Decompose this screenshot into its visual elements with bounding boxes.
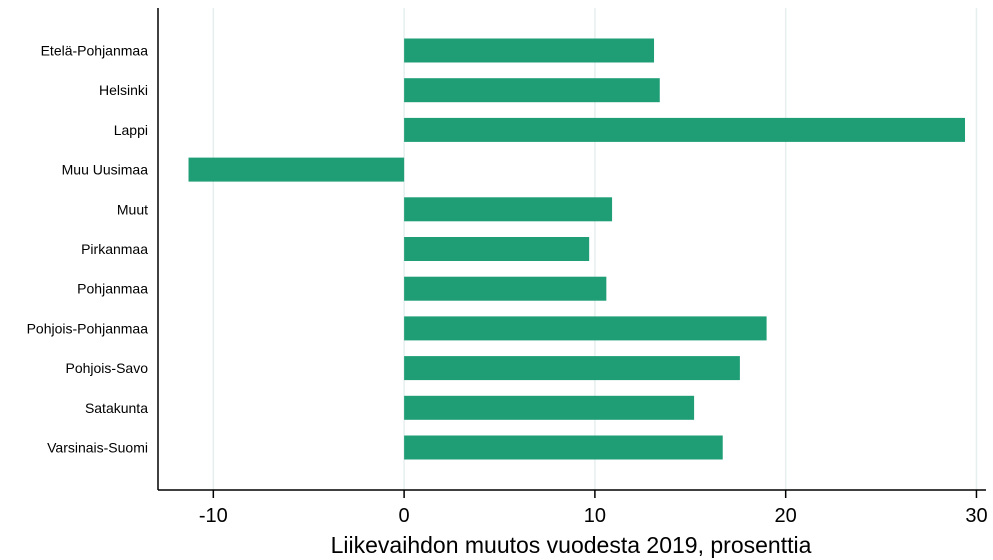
y-category-label: Pohjanmaa	[77, 281, 148, 297]
x-ticks: -10 0 10 20 30	[199, 490, 988, 527]
y-category-label: Pohjois-Pohjanmaa	[27, 320, 149, 336]
y-category-label: Pohjois-Savo	[66, 360, 149, 376]
bar	[404, 237, 590, 261]
x-tick-label: 30	[965, 505, 987, 527]
bar	[404, 197, 613, 222]
y-category-label: Satakunta	[85, 400, 148, 416]
x-axis-title: Liikevaihdon muutos vuodesta 2019, prose…	[331, 532, 812, 558]
bar	[404, 78, 660, 103]
bar	[404, 395, 695, 420]
y-category-label: Etelä-Pohjanmaa	[41, 43, 149, 59]
x-tick-label: 20	[775, 505, 797, 527]
y-category-label: Lappi	[114, 122, 148, 138]
bar	[404, 276, 607, 301]
bar	[188, 157, 405, 182]
y-category-labels: Etelä-Pohjanmaa Helsinki Lappi Muu Uusimaa M…	[27, 43, 149, 456]
y-category-label: Helsinki	[99, 82, 148, 98]
y-category-label: Muu Uusimaa	[62, 162, 149, 178]
bar	[404, 38, 655, 63]
x-tick-label: -10	[199, 505, 228, 527]
bar	[404, 435, 723, 460]
bar	[404, 356, 740, 381]
y-category-label: Pirkanmaa	[81, 241, 148, 257]
y-category-label: Muut	[117, 201, 148, 217]
bars	[188, 38, 966, 460]
bar	[404, 316, 767, 341]
x-tick-label: 0	[399, 505, 410, 527]
x-tick-label: 10	[584, 505, 606, 527]
y-category-label: Varsinais-Suomi	[47, 440, 148, 456]
bar	[404, 117, 966, 142]
axes	[157, 8, 986, 491]
